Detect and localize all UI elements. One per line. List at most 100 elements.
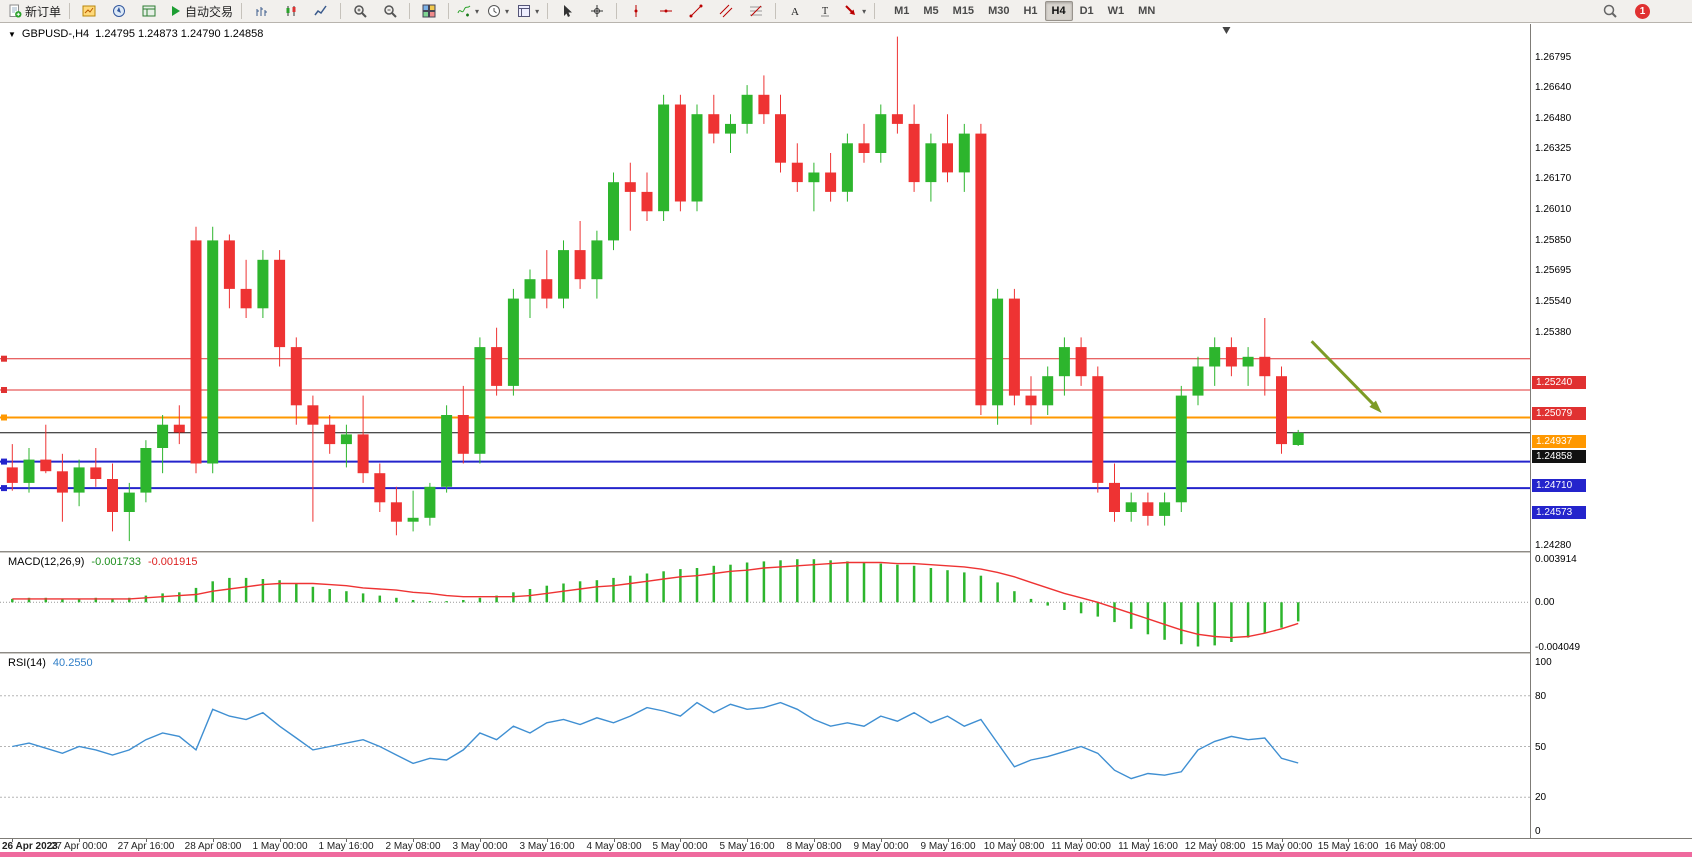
timeframe-group: M1 M5 M15 M30 H1 H4 D1 W1 MN [887, 1, 1162, 21]
channel-button[interactable] [711, 0, 741, 22]
terminal-button[interactable] [134, 0, 164, 22]
text-icon: A [788, 4, 802, 18]
time-label: 10 May 08:00 [983, 841, 1045, 852]
new-order-button-label: 新订单 [25, 4, 62, 19]
toolbar-separator [616, 3, 618, 19]
fibonacci-button[interactable] [741, 0, 771, 22]
chart-header: ▼ GBPUSD-,H4 1.24795 1.24873 1.24790 1.2… [8, 28, 263, 40]
svg-text:T: T [822, 6, 828, 17]
timeframe-d1-button[interactable]: D1 [1079, 5, 1094, 17]
time-label: 26 Apr 2023 [2, 841, 58, 852]
market-watch-button[interactable] [74, 0, 104, 22]
timeframe-m15-button[interactable]: M15 [952, 5, 975, 17]
rsi-value: 40.2550 [52, 657, 93, 669]
new-order-button[interactable]: 新订单 [4, 0, 65, 22]
time-label: 15 May 16:00 [1317, 841, 1379, 852]
price-level-label: 1.24937 [1532, 435, 1586, 449]
rsi-label: RSI(14) [8, 657, 46, 669]
time-axis[interactable]: 26 Apr 2023 27 Apr 00:00 27 Apr 16:00 28 Ap… [0, 838, 1692, 852]
price-tick-label: 1.26640 [1535, 82, 1572, 94]
symbol-dropdown-icon[interactable]: ▼ [8, 29, 16, 39]
price-level-label: 1.24573 [1532, 505, 1586, 519]
arrows-button[interactable]: ▾ [840, 0, 870, 22]
time-tick [1282, 839, 1283, 842]
price-chart-canvas[interactable] [0, 24, 1530, 551]
time-label: 3 May 00:00 [452, 841, 508, 852]
macd-tick-label: -0.004049 [1535, 642, 1581, 653]
time-tick [747, 839, 748, 842]
price-scale[interactable]: 1.26795 1.26640 1.26480 1.26325 1.26170 1.260… [1530, 24, 1692, 838]
time-label: 16 May 08:00 [1384, 841, 1446, 852]
price-tick-label: 1.26480 [1535, 113, 1572, 125]
rsi-tick-label: 0 [1535, 826, 1541, 837]
macd-label: MACD(12,26,9) [8, 556, 85, 568]
crosshair-button[interactable] [582, 0, 612, 22]
price-tick-label: 1.26325 [1535, 143, 1572, 155]
time-label: 2 May 08:00 [385, 841, 441, 852]
templates-icon [517, 4, 531, 18]
periods-button[interactable]: ▾ [483, 0, 513, 22]
symbol-period-label: GBPUSD-,H4 [21, 28, 90, 40]
toolbar-separator [874, 3, 876, 19]
trendline-button[interactable] [681, 0, 711, 22]
timeframe-w1-button[interactable]: W1 [1107, 5, 1125, 17]
time-tick [814, 839, 815, 842]
horizontal-line-icon [659, 4, 673, 18]
autotrading-icon [168, 4, 182, 18]
cursor-button[interactable] [552, 0, 582, 22]
candlestick-chart-button[interactable] [276, 0, 306, 22]
templates-button[interactable]: ▾ [513, 0, 543, 22]
rsi-panel-separator[interactable] [0, 652, 1692, 655]
notification-badge[interactable]: 1 [1635, 3, 1650, 19]
label-button[interactable]: T [810, 0, 840, 22]
vertical-line-button[interactable] [621, 0, 651, 22]
time-tick [1081, 839, 1082, 842]
rsi-chart-canvas[interactable] [0, 655, 1530, 838]
zoom-out-button[interactable] [375, 0, 405, 22]
navigator-button[interactable] [104, 0, 134, 22]
autotrading-button-label: 自动交易 [185, 4, 234, 19]
navigator-icon [112, 4, 126, 18]
autotrading-button[interactable]: 自动交易 [164, 0, 237, 22]
time-tick [280, 839, 281, 842]
price-tick-label: 1.25695 [1535, 265, 1572, 277]
text-button[interactable]: A [780, 0, 810, 22]
macd-signal-value: -0.001915 [147, 556, 198, 568]
timeframe-m5-button[interactable]: M5 [923, 5, 939, 17]
fibonacci-icon [749, 4, 763, 18]
price-tick-label: 1.26170 [1535, 173, 1572, 185]
macd-main-value: -0.001733 [91, 556, 141, 568]
search-button[interactable] [1595, 0, 1625, 22]
horizontal-line-button[interactable] [651, 0, 681, 22]
timeframe-h4-button[interactable]: H4 [1044, 1, 1073, 21]
time-label: 27 Apr 00:00 [50, 841, 108, 852]
search-icon [1603, 4, 1617, 18]
time-tick [1148, 839, 1149, 842]
rsi-tick-label: 20 [1535, 792, 1547, 804]
toolbar-separator [241, 3, 243, 19]
macd-tick-label: 0.003914 [1535, 554, 1577, 565]
timeframe-m1-button[interactable]: M1 [894, 5, 910, 17]
price-tick-label: 1.24280 [1535, 540, 1572, 551]
timeframe-m30-button[interactable]: M30 [988, 5, 1010, 17]
macd-tick-label: 0.00 [1535, 597, 1555, 609]
tile-windows-button[interactable] [414, 0, 444, 22]
time-label: 4 May 08:00 [586, 841, 642, 852]
macd-chart-canvas[interactable] [0, 554, 1530, 652]
time-label: 27 Apr 16:00 [117, 841, 175, 852]
macd-panel-separator[interactable] [0, 551, 1692, 554]
vertical-line-icon [629, 4, 643, 18]
zoom-in-button[interactable] [345, 0, 375, 22]
time-label: 5 May 00:00 [652, 841, 708, 852]
price-tick-label: 1.25380 [1535, 326, 1572, 338]
time-tick [680, 839, 681, 842]
timeframe-h1-button[interactable]: H1 [1023, 5, 1038, 17]
toolbar-separator [69, 3, 71, 19]
timeframe-mn-button[interactable]: MN [1138, 5, 1156, 17]
line-chart-button[interactable] [306, 0, 336, 22]
bar-chart-button[interactable] [246, 0, 276, 22]
rsi-title: RSI(14) 40.2550 [8, 657, 93, 669]
toolbar-separator [340, 3, 342, 19]
indicators-button[interactable]: ▾ [453, 0, 483, 22]
